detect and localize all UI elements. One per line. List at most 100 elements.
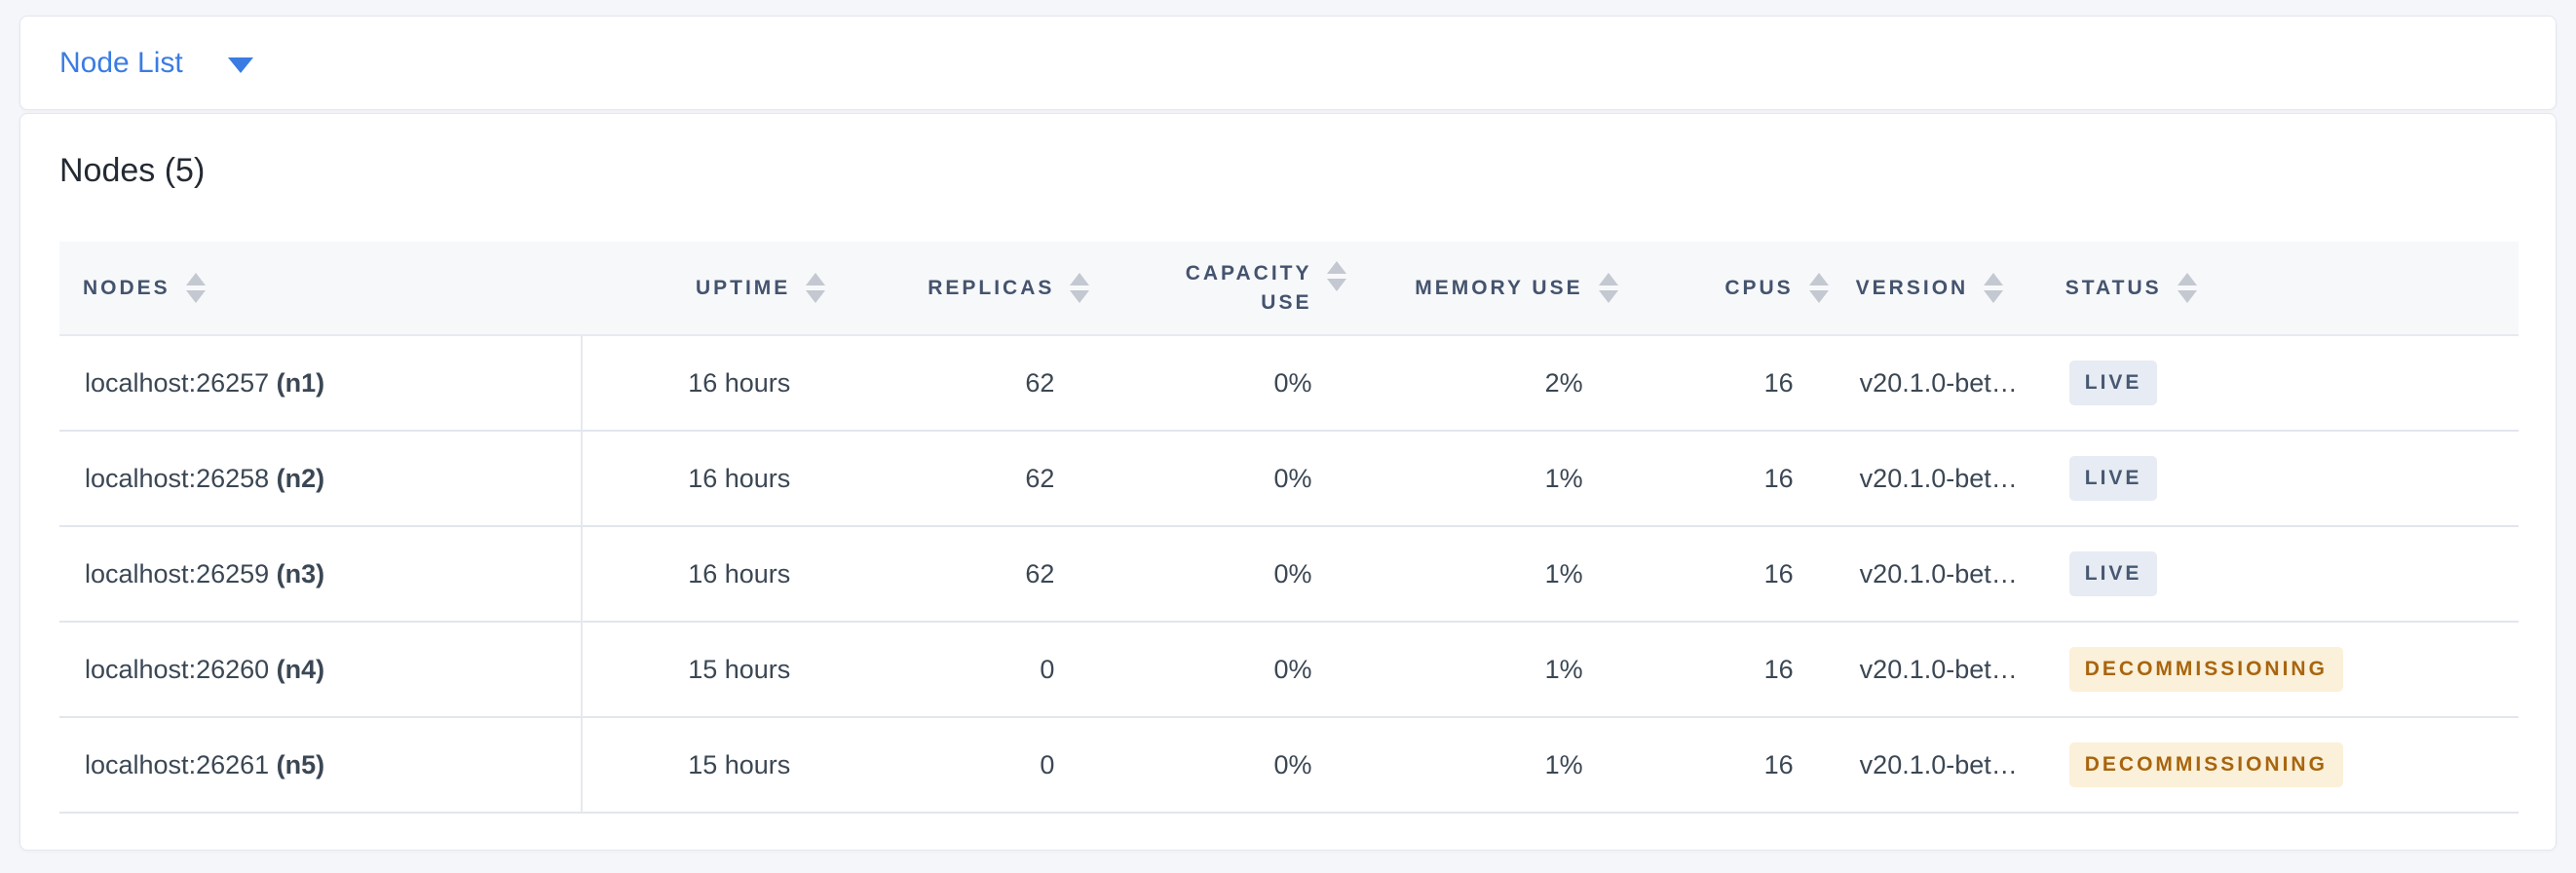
- cell-capacity_use: 0%: [1089, 432, 1347, 527]
- sort-up-arrow-icon: [1808, 273, 1829, 285]
- node-id: (n1): [276, 367, 325, 398]
- cell-replicas: 0: [825, 718, 1090, 814]
- cell-capacity_use: 0%: [1089, 336, 1347, 432]
- cell-uptime: 16 hours: [583, 527, 826, 623]
- column-header-version[interactable]: VERSION: [1828, 242, 2028, 336]
- node-id: (n4): [276, 654, 325, 684]
- cell-status: DECOMMISSIONING: [2027, 718, 2519, 814]
- sort-up-arrow-icon: [1984, 273, 2004, 285]
- column-header-label: UPTIME: [695, 276, 791, 299]
- sort-down-arrow-icon: [185, 290, 206, 303]
- status-badge: LIVE: [2068, 361, 2158, 405]
- cell-nodes: localhost:26261 (n5): [59, 718, 584, 814]
- sort-icon: [2177, 273, 2197, 303]
- cell-capacity_use: 0%: [1089, 623, 1347, 718]
- cell-memory_use: 2%: [1346, 336, 1618, 432]
- column-header-content: MEMORY USE: [1346, 242, 1618, 334]
- column-header-content: STATUS: [2028, 242, 2519, 334]
- sort-up-arrow-icon: [1598, 273, 1618, 285]
- table-row: localhost:26259 (n3) 16 hours 62 0% 1% 16 v20.…: [59, 527, 2519, 623]
- page-title: Nodes (5): [59, 152, 206, 189]
- node-id: (n3): [276, 558, 325, 588]
- column-header-content: REPLICAS: [825, 242, 1090, 334]
- nodes-card: Nodes (5) NODES UPTIME REPLICAS CAPACITY US…: [19, 113, 2557, 851]
- cell-uptime: 15 hours: [583, 623, 826, 718]
- cell-replicas: 62: [825, 336, 1090, 432]
- cell-memory_use: 1%: [1346, 527, 1618, 623]
- column-header-label: VERSION: [1855, 276, 1969, 299]
- node-id: (n5): [276, 749, 325, 779]
- sort-icon: [1327, 261, 1347, 291]
- sort-down-arrow-icon: [1327, 279, 1347, 291]
- table-row: localhost:26257 (n1) 16 hours 62 0% 2% 16 v20.…: [59, 336, 2519, 432]
- cell-version: v20.1.0-bet…: [1828, 336, 2028, 432]
- header-row: NODES UPTIME REPLICAS CAPACITY USE MEMORY US…: [59, 242, 2519, 336]
- node-address: localhost:26259: [85, 558, 277, 588]
- node-address: localhost:26257: [85, 367, 277, 398]
- column-header-memory_use[interactable]: MEMORY USE: [1346, 242, 1618, 336]
- sort-icon: [1598, 273, 1618, 303]
- cell-capacity_use: 0%: [1089, 527, 1347, 623]
- column-header-content: NODES: [59, 242, 583, 334]
- sort-icon: [185, 273, 206, 303]
- status-badge: DECOMMISSIONING: [2068, 647, 2343, 692]
- cell-memory_use: 1%: [1346, 623, 1618, 718]
- cell-status: LIVE: [2027, 432, 2519, 527]
- column-header-label: STATUS: [2065, 276, 2162, 299]
- sort-up-arrow-icon: [2177, 273, 2197, 285]
- column-header-capacity_use[interactable]: CAPACITY USE: [1089, 242, 1347, 336]
- sort-icon: [806, 273, 826, 303]
- column-header-nodes[interactable]: NODES: [59, 242, 584, 336]
- cell-nodes: localhost:26257 (n1): [59, 336, 584, 432]
- cell-nodes: localhost:26258 (n2): [59, 432, 584, 527]
- cell-cpus: 16: [1617, 718, 1829, 814]
- cell-replicas: 0: [825, 623, 1090, 718]
- sort-down-arrow-icon: [1984, 290, 2004, 303]
- sort-up-arrow-icon: [185, 273, 206, 285]
- cell-cpus: 16: [1617, 527, 1829, 623]
- caret-down-icon: [227, 57, 253, 73]
- status-badge: LIVE: [2068, 551, 2158, 596]
- table-row: localhost:26261 (n5) 15 hours 0 0% 1% 16 v20.1…: [59, 718, 2519, 814]
- cell-cpus: 16: [1617, 336, 1829, 432]
- cell-version: v20.1.0-bet…: [1828, 718, 2028, 814]
- column-header-label: MEMORY USE: [1415, 276, 1583, 299]
- cell-cpus: 16: [1617, 432, 1829, 527]
- sort-icon: [1808, 273, 1829, 303]
- column-header-content: CPUS: [1618, 242, 1829, 334]
- table-row: localhost:26260 (n4) 15 hours 0 0% 1% 16 v20.1…: [59, 623, 2519, 718]
- column-header-status[interactable]: STATUS: [2027, 242, 2519, 336]
- cell-cpus: 16: [1617, 623, 1829, 718]
- column-header-replicas[interactable]: REPLICAS: [825, 242, 1090, 336]
- column-header-content: CAPACITY USE: [1089, 242, 1347, 334]
- table-row: localhost:26258 (n2) 16 hours 62 0% 1% 16 v20.…: [59, 432, 2519, 527]
- column-header-uptime[interactable]: UPTIME: [583, 242, 826, 336]
- view-selector-dropdown[interactable]: Node List: [59, 46, 253, 81]
- cell-memory_use: 1%: [1346, 432, 1618, 527]
- sort-down-arrow-icon: [1070, 290, 1090, 303]
- cell-nodes: localhost:26260 (n4): [59, 623, 584, 718]
- cell-version: v20.1.0-bet…: [1828, 527, 2028, 623]
- sort-down-arrow-icon: [806, 290, 826, 303]
- nodes-table-body: localhost:26257 (n1) 16 hours 62 0% 2% 16 v20.…: [59, 336, 2519, 814]
- column-header-cpus[interactable]: CPUS: [1617, 242, 1829, 336]
- view-selector-bar: Node List: [19, 16, 2557, 110]
- cell-version: v20.1.0-bet…: [1828, 623, 2028, 718]
- status-badge: DECOMMISSIONING: [2068, 742, 2343, 787]
- sort-icon: [1070, 273, 1090, 303]
- cell-replicas: 62: [825, 527, 1090, 623]
- sort-down-arrow-icon: [1808, 290, 1829, 303]
- cell-version: v20.1.0-bet…: [1828, 432, 2028, 527]
- sort-icon: [1984, 273, 2004, 303]
- sort-down-arrow-icon: [2177, 290, 2197, 303]
- cell-status: LIVE: [2027, 527, 2519, 623]
- sort-down-arrow-icon: [1598, 290, 1618, 303]
- sort-up-arrow-icon: [806, 273, 826, 285]
- cell-uptime: 16 hours: [583, 336, 826, 432]
- column-header-content: UPTIME: [583, 242, 826, 334]
- sort-up-arrow-icon: [1327, 261, 1347, 274]
- column-header-label: CPUS: [1724, 276, 1794, 299]
- node-id: (n2): [276, 463, 325, 493]
- cell-uptime: 15 hours: [583, 718, 826, 814]
- status-badge: LIVE: [2068, 456, 2158, 501]
